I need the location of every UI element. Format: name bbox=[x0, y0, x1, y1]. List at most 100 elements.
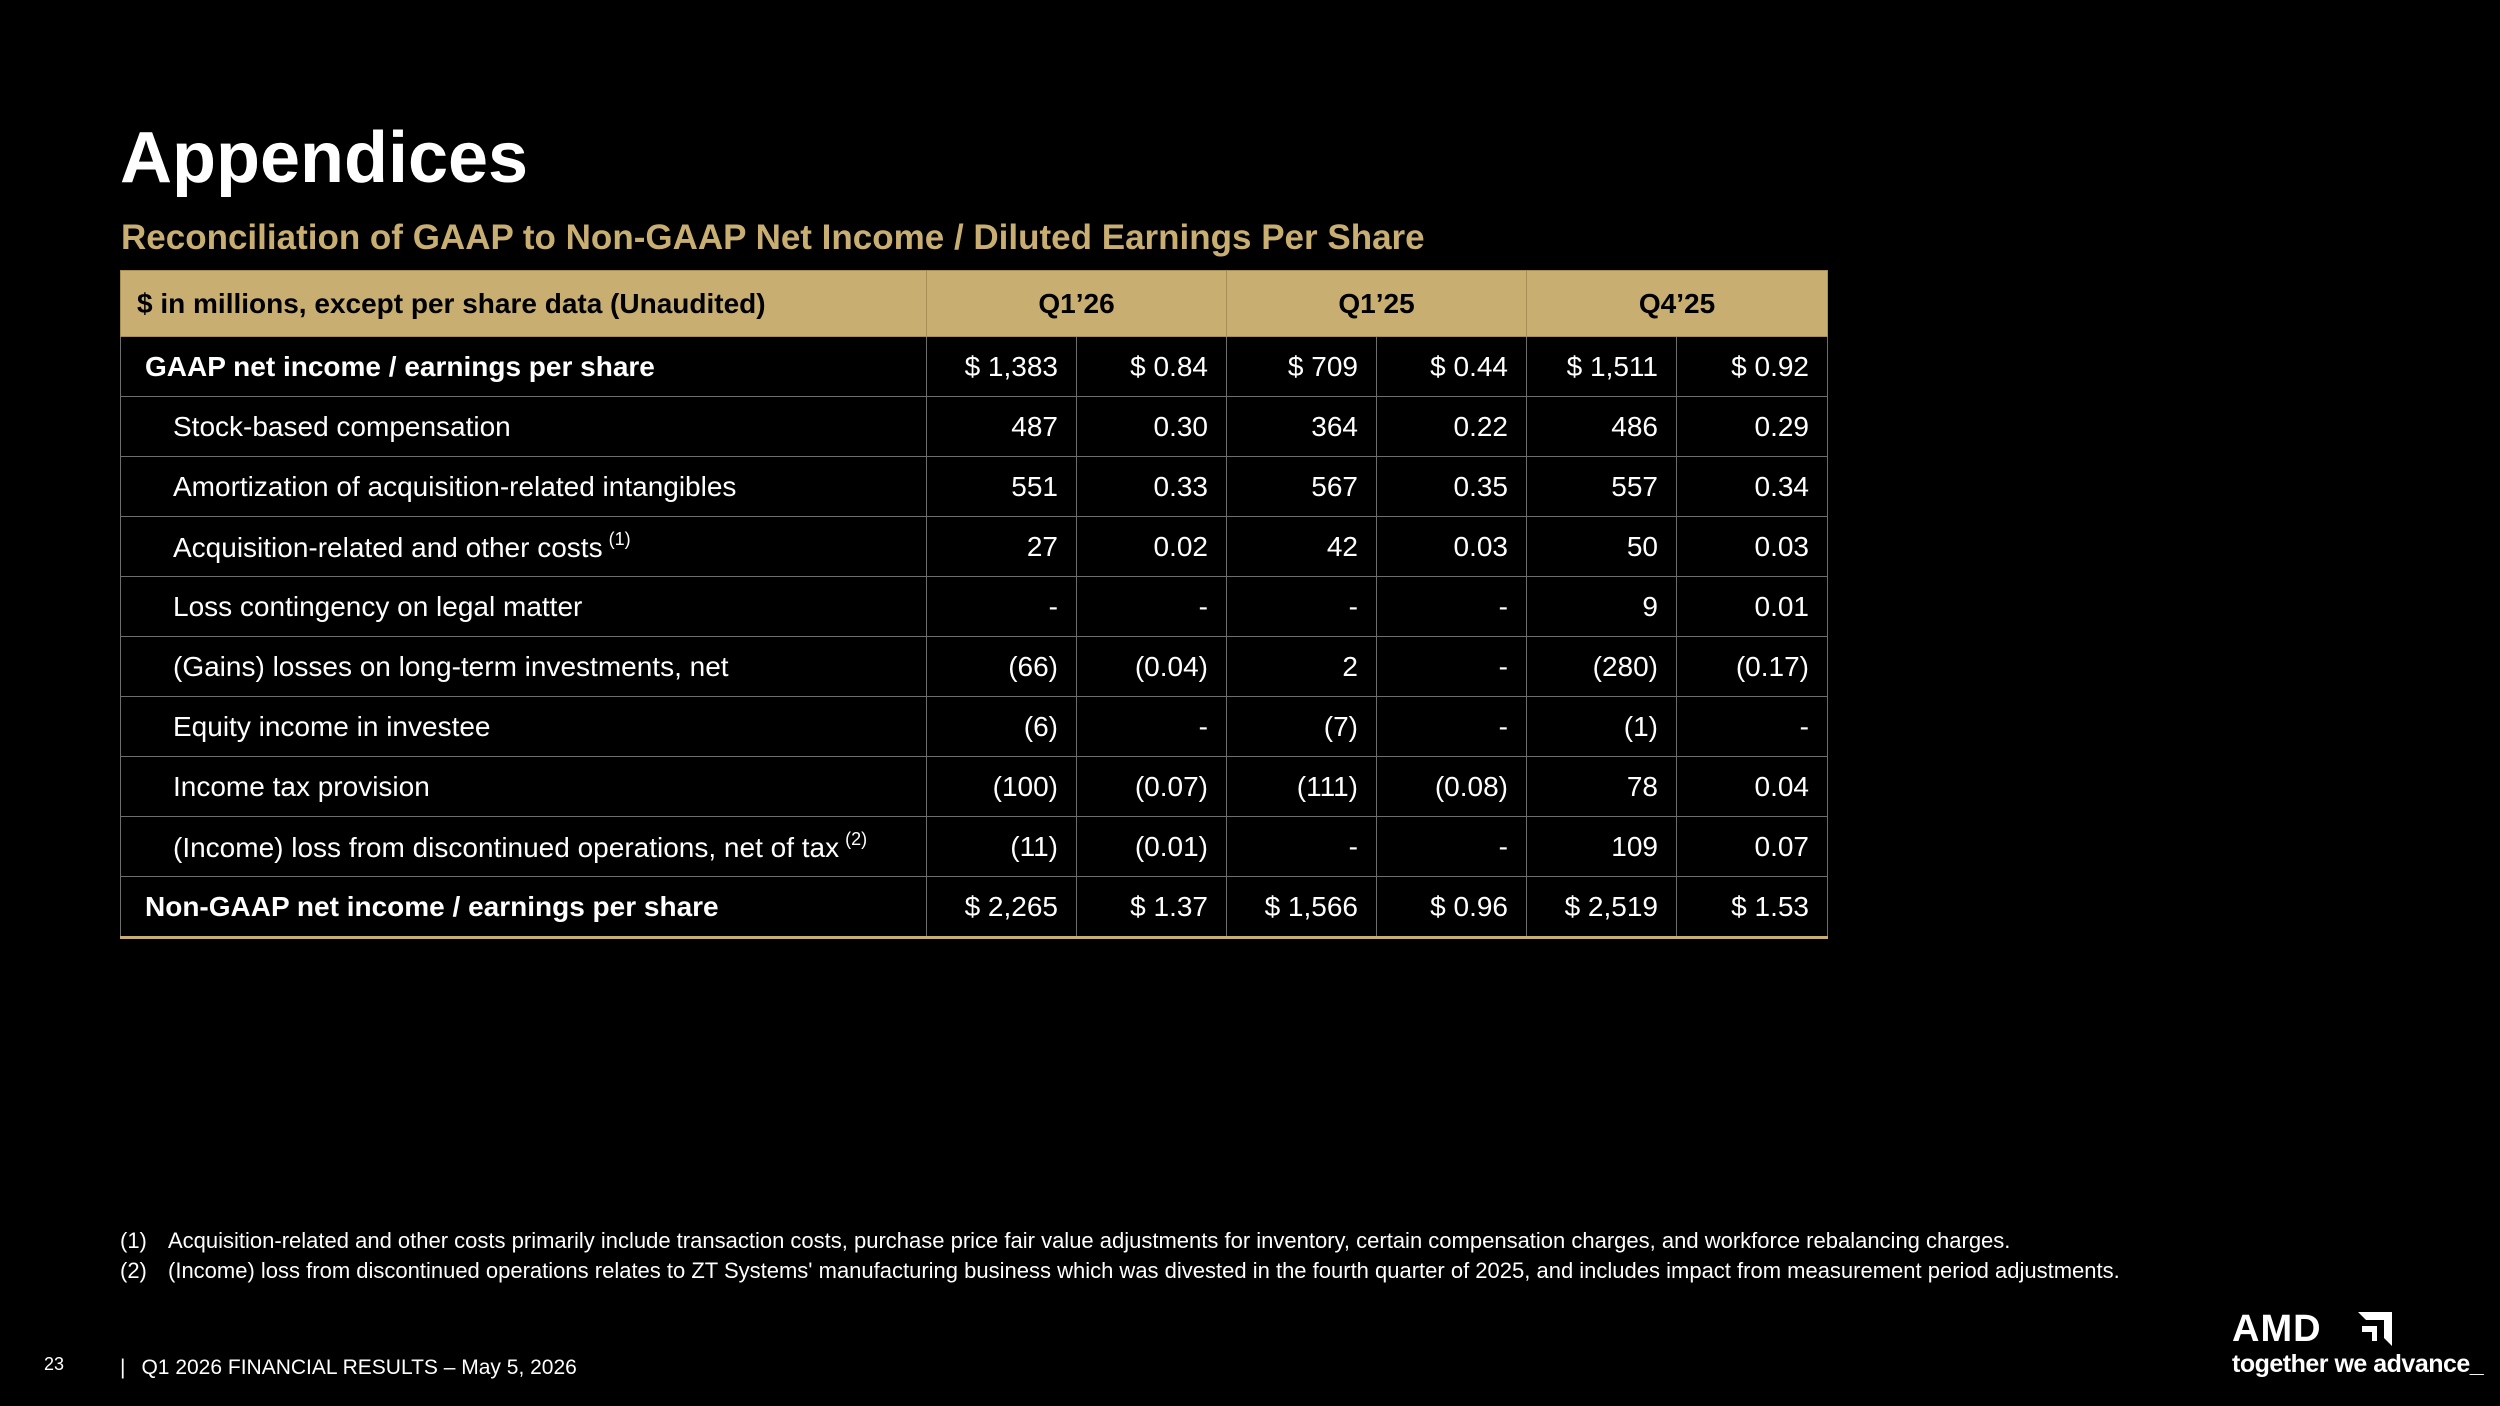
footer-separator: | bbox=[120, 1356, 126, 1379]
footnote-number: (2) bbox=[120, 1258, 147, 1283]
amount-cell: (7) bbox=[1226, 696, 1377, 757]
amount-cell: 27 bbox=[926, 516, 1077, 577]
row-label-text: Loss contingency on legal matter bbox=[173, 590, 583, 622]
logo-tagline: together we advance_ bbox=[2232, 1350, 2484, 1378]
amount-cell: 2 bbox=[1226, 636, 1377, 697]
per-share-cell: - bbox=[1076, 696, 1227, 757]
footnote-text: Acquisition-related and other costs prim… bbox=[168, 1228, 2011, 1253]
per-share-cell: 0.01 bbox=[1676, 576, 1828, 637]
amount-cell: 78 bbox=[1526, 756, 1677, 817]
amount-cell: 42 bbox=[1226, 516, 1377, 577]
table-body: GAAP net income / earnings per share $ 1,… bbox=[120, 336, 1828, 939]
per-share-cell: (0.07) bbox=[1076, 756, 1227, 817]
per-share-cell: 0.22 bbox=[1376, 396, 1527, 457]
per-share-cell: - bbox=[1376, 816, 1527, 877]
table-row: Acquisition-related and other costs (1) 27… bbox=[120, 516, 1828, 577]
per-share-cell: - bbox=[1376, 576, 1527, 637]
amount-cell: $ 2,265 bbox=[926, 876, 1077, 939]
table-row: Non-GAAP net income / earnings per share… bbox=[120, 876, 1828, 939]
amount-cell: (1) bbox=[1526, 696, 1677, 757]
logo-wordmark: AMD bbox=[2232, 1308, 2322, 1350]
row-label-text: Amortization of acquisition-related inta… bbox=[173, 470, 737, 502]
amount-cell: - bbox=[926, 576, 1077, 637]
row-label: Equity income in investee bbox=[120, 696, 927, 757]
table-row: Equity income in investee (6) - (7) - (1) - bbox=[120, 696, 1828, 757]
amount-cell: (6) bbox=[926, 696, 1077, 757]
per-share-cell: (0.04) bbox=[1076, 636, 1227, 697]
footnote-item: (1) Acquisition-related and other costs … bbox=[120, 1226, 2120, 1256]
table-header-label: $ in millions, except per share data (Un… bbox=[120, 270, 927, 337]
per-share-cell: 0.29 bbox=[1676, 396, 1828, 457]
row-label-text: Non-GAAP net income / earnings per share bbox=[145, 890, 719, 922]
footnote-item: (2) (Income) loss from discontinued oper… bbox=[120, 1256, 2120, 1286]
amount-cell: 364 bbox=[1226, 396, 1377, 457]
footer-title: Q1 2026 FINANCIAL RESULTS – May 5, 2026 bbox=[141, 1356, 577, 1379]
per-share-cell: $ 0.92 bbox=[1676, 336, 1828, 397]
amount-cell: - bbox=[1226, 816, 1377, 877]
row-label-text: Stock-based compensation bbox=[173, 410, 511, 442]
row-label: Income tax provision bbox=[120, 756, 927, 817]
row-label: Stock-based compensation bbox=[120, 396, 927, 457]
table-row: Income tax provision (100) (0.07) (111) (0.0… bbox=[120, 756, 1828, 817]
per-share-cell: $ 0.44 bbox=[1376, 336, 1527, 397]
per-share-cell: 0.03 bbox=[1676, 516, 1828, 577]
table-row: (Income) loss from discontinued operatio… bbox=[120, 816, 1828, 877]
per-share-cell: (0.17) bbox=[1676, 636, 1828, 697]
table-row: Stock-based compensation 487 0.30 364 0.22 48… bbox=[120, 396, 1828, 457]
table-header-row: $ in millions, except per share data (Un… bbox=[120, 270, 1828, 337]
amount-cell: $ 1,511 bbox=[1526, 336, 1677, 397]
row-label-text: Acquisition-related and other costs bbox=[173, 532, 603, 563]
amount-cell: (66) bbox=[926, 636, 1077, 697]
amd-arrow-icon bbox=[2358, 1312, 2392, 1346]
row-label-text: GAAP net income / earnings per share bbox=[145, 350, 655, 382]
per-share-cell: - bbox=[1376, 696, 1527, 757]
row-label-text: (Income) loss from discontinued operatio… bbox=[173, 832, 840, 863]
amount-cell: $ 709 bbox=[1226, 336, 1377, 397]
row-label-text: Income tax provision bbox=[173, 770, 430, 802]
per-share-cell: 0.33 bbox=[1076, 456, 1227, 517]
amount-cell: (100) bbox=[926, 756, 1077, 817]
amount-cell: 50 bbox=[1526, 516, 1677, 577]
footnote-text: (Income) loss from discontinued operatio… bbox=[168, 1258, 2120, 1283]
table-row: Loss contingency on legal matter - - - -9 0.0… bbox=[120, 576, 1828, 637]
per-share-cell: 0.04 bbox=[1676, 756, 1828, 817]
row-label-text: Equity income in investee bbox=[173, 710, 491, 742]
amount-cell: $ 1,383 bbox=[926, 336, 1077, 397]
row-label-text: (Gains) losses on long-term investments,… bbox=[173, 650, 729, 682]
footnotes: (1) Acquisition-related and other costs … bbox=[120, 1226, 2120, 1286]
table-row: (Gains) losses on long-term investments,… bbox=[120, 636, 1828, 697]
table-row: GAAP net income / earnings per share $ 1,… bbox=[120, 336, 1828, 397]
footnote-marker: (1) bbox=[608, 529, 631, 549]
per-share-cell: (0.01) bbox=[1076, 816, 1227, 877]
amount-cell: 551 bbox=[926, 456, 1077, 517]
per-share-cell: 0.03 bbox=[1376, 516, 1527, 577]
row-label: Acquisition-related and other costs (1) bbox=[120, 516, 927, 577]
amount-cell: 487 bbox=[926, 396, 1077, 457]
per-share-cell: 0.34 bbox=[1676, 456, 1828, 517]
per-share-cell: - bbox=[1376, 636, 1527, 697]
row-label: (Gains) losses on long-term investments,… bbox=[120, 636, 927, 697]
per-share-cell: $ 0.84 bbox=[1076, 336, 1227, 397]
amount-cell: 9 bbox=[1526, 576, 1677, 637]
amd-logo: AMD together we advance_ bbox=[2232, 1308, 2484, 1380]
per-share-cell: $ 1.37 bbox=[1076, 876, 1227, 939]
per-share-cell: 0.30 bbox=[1076, 396, 1227, 457]
row-label: GAAP net income / earnings per share bbox=[120, 336, 927, 397]
page-title: Appendices bbox=[120, 118, 529, 198]
period-header: Q1’26 bbox=[926, 270, 1227, 337]
per-share-cell: $ 1.53 bbox=[1676, 876, 1828, 939]
reconciliation-table: $ in millions, except per share data (Un… bbox=[120, 270, 1828, 939]
amount-cell: (111) bbox=[1226, 756, 1377, 817]
period-header: Q1’25 bbox=[1226, 270, 1527, 337]
per-share-cell: (0.08) bbox=[1376, 756, 1527, 817]
footnote-number: (1) bbox=[120, 1228, 147, 1253]
amount-cell: 557 bbox=[1526, 456, 1677, 517]
per-share-cell: 0.35 bbox=[1376, 456, 1527, 517]
per-share-cell: - bbox=[1076, 576, 1227, 637]
per-share-cell: $ 0.96 bbox=[1376, 876, 1527, 939]
amount-cell: 109 bbox=[1526, 816, 1677, 877]
per-share-cell: 0.07 bbox=[1676, 816, 1828, 877]
amount-cell: $ 1,566 bbox=[1226, 876, 1377, 939]
row-label: Loss contingency on legal matter bbox=[120, 576, 927, 637]
period-header: Q4’25 bbox=[1526, 270, 1828, 337]
